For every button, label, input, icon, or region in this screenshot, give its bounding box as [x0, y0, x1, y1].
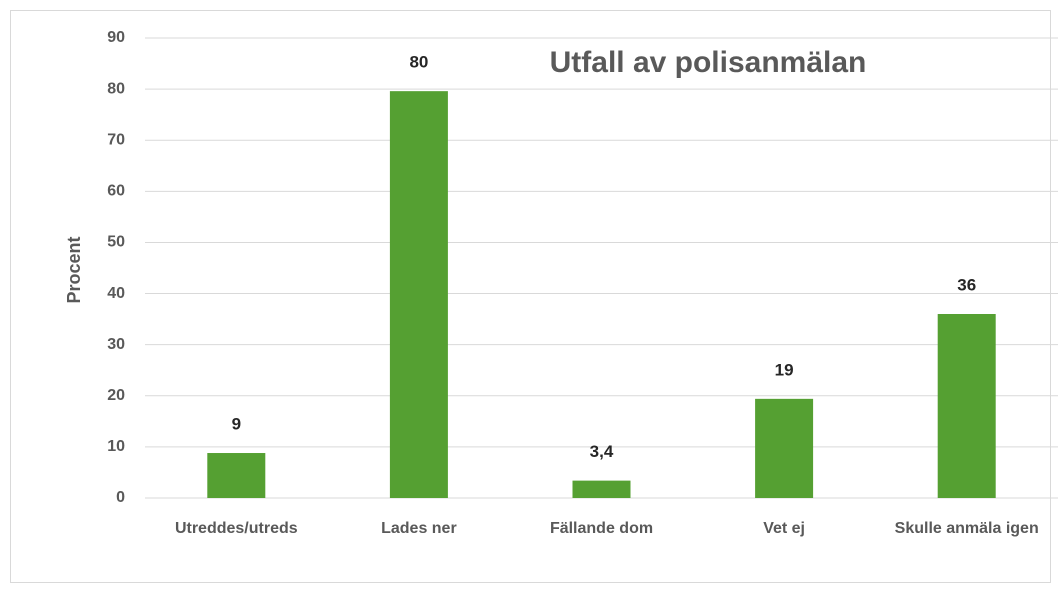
bar	[937, 314, 996, 498]
y-tick-label: 0	[116, 489, 125, 506]
data-label: 9	[232, 415, 241, 434]
y-tick-label: 50	[107, 234, 125, 251]
data-label: 3,4	[590, 442, 614, 461]
y-tick-label: 80	[107, 80, 125, 97]
x-tick-label: Utreddes/utreds	[174, 520, 298, 537]
y-tick-label: 70	[107, 131, 125, 148]
bar	[572, 480, 631, 498]
y-axis-label: Procent	[64, 236, 84, 303]
x-tick-label: Skulle anmäla igen	[894, 520, 1039, 537]
bar	[389, 91, 448, 499]
data-label: 19	[775, 360, 794, 379]
y-tick-label: 90	[107, 29, 125, 46]
y-tick-label: 20	[107, 387, 125, 404]
data-label: 36	[957, 275, 976, 294]
x-tick-label: Lades ner	[381, 520, 457, 537]
bar	[755, 398, 814, 498]
x-tick-label: Vet ej	[763, 520, 805, 537]
data-label: 80	[409, 53, 428, 72]
y-tick-label: 30	[107, 336, 125, 353]
y-tick-label: 60	[107, 183, 125, 200]
bar	[207, 453, 266, 498]
y-tick-label: 40	[107, 285, 125, 302]
x-tick-label: Fällande dom	[549, 520, 654, 537]
chart-border	[10, 10, 1051, 583]
chart-title: Utfall av polisanmälan	[550, 46, 867, 79]
y-tick-label: 10	[107, 438, 125, 455]
